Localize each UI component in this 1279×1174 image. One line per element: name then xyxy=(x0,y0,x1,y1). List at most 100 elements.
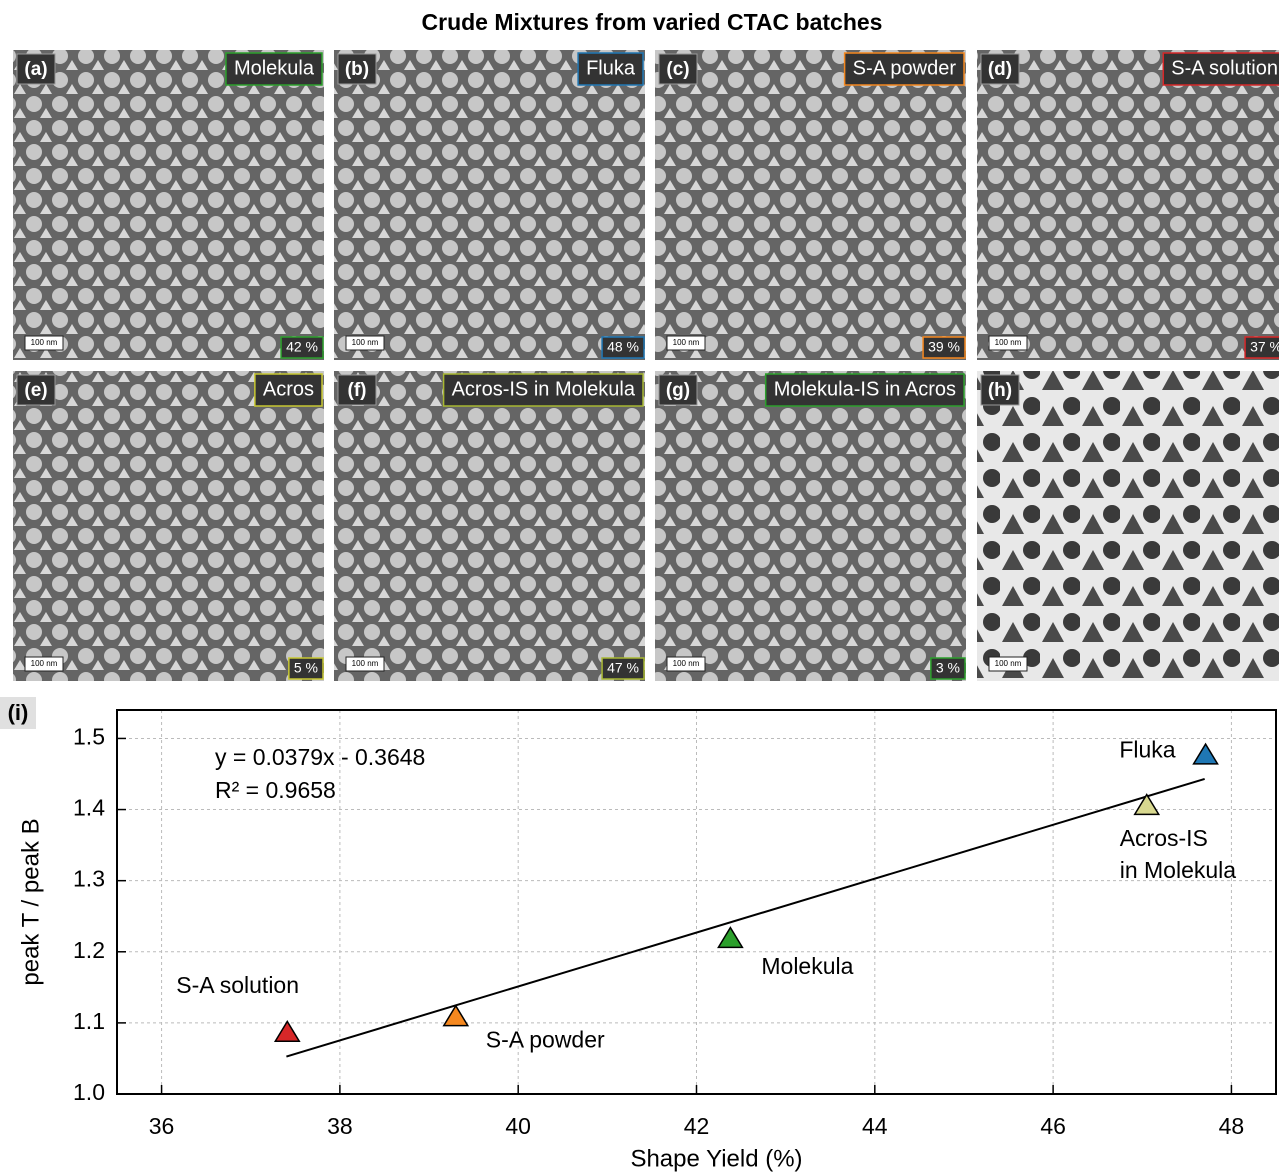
panel-label-box xyxy=(658,374,698,406)
point-label: Acros-IS xyxy=(1120,825,1208,851)
panel-label-box xyxy=(337,374,377,406)
image-panel: (c) S-A powder 100 nm 39 % xyxy=(655,50,966,360)
plot-frame xyxy=(116,709,1277,1095)
y-axis-title: peak T / peak B xyxy=(17,818,44,985)
scale-bar-box xyxy=(345,656,385,672)
scale-bar-box xyxy=(24,335,64,351)
panel-label: (c) xyxy=(666,59,689,80)
panel-label-box xyxy=(337,53,377,85)
panel-label-box xyxy=(16,374,56,406)
point-label: Fluka xyxy=(1119,737,1175,763)
scale-bar-label: 100 nm xyxy=(352,659,379,668)
scale-bar-box xyxy=(988,335,1028,351)
micrograph xyxy=(655,371,966,681)
data-point xyxy=(1133,793,1161,816)
shape-yield-box xyxy=(601,657,645,680)
sample-name: Acros xyxy=(263,378,314,400)
sample-name-box xyxy=(577,52,644,86)
panel-label: (f) xyxy=(348,380,367,401)
x-tick-label: 40 xyxy=(505,1113,531,1139)
shape-yield: 39 % xyxy=(928,339,960,355)
y-tick-label: 1.4 xyxy=(73,795,105,821)
x-tick-label: 42 xyxy=(684,1113,710,1139)
point-label: in Molekula xyxy=(1120,857,1237,883)
sample-name-box xyxy=(843,52,965,86)
data-point xyxy=(442,1004,470,1027)
scale-bar-label: 100 nm xyxy=(673,659,700,668)
sample-name: Fluka xyxy=(586,57,636,79)
sample-name: Acros-IS in Molekula xyxy=(452,378,636,400)
sample-name: S-A solution xyxy=(1171,57,1278,79)
point-label: S-A powder xyxy=(486,1026,605,1052)
shape-yield-box xyxy=(288,657,324,680)
scale-bar-label: 100 nm xyxy=(995,338,1022,347)
panel-label: (g) xyxy=(666,380,690,401)
micrograph xyxy=(977,50,1279,360)
shape-yield-box xyxy=(930,657,966,680)
sample-name: S-A powder xyxy=(853,57,957,79)
scale-bar-box xyxy=(666,335,706,351)
image-panel: (b) Fluka 100 nm 48 % xyxy=(334,50,645,360)
chart-label: (i) xyxy=(8,700,29,725)
sample-name-box xyxy=(764,373,965,407)
panel-label: (b) xyxy=(345,59,369,80)
data-point xyxy=(1192,742,1219,765)
panel-label: (e) xyxy=(24,380,47,401)
shape-yield: 3 % xyxy=(936,660,960,676)
shape-yield: 47 % xyxy=(607,660,639,676)
scale-bar-box xyxy=(988,656,1028,672)
data-point xyxy=(717,926,744,949)
sample-name-box xyxy=(1162,52,1279,86)
micrograph xyxy=(334,371,645,681)
fit-r2: R² = 0.9658 xyxy=(215,777,336,803)
chart: (i) 36 38 40 42 44 46 48 1.0 1.1 1.2 1.3 1.4 1.5 Shape… xyxy=(0,697,1277,1172)
x-tick-label: 36 xyxy=(149,1113,175,1139)
panel-label-box xyxy=(980,53,1020,85)
shape-yield-box xyxy=(601,336,645,359)
shape-yield: 37 % xyxy=(1250,339,1279,355)
y-tick-label: 1.3 xyxy=(73,866,105,892)
x-tick-label: 44 xyxy=(862,1113,888,1139)
sample-name: Molekula-IS in Acros xyxy=(774,378,956,400)
panel-label: (a) xyxy=(24,59,47,80)
fit-equation: y = 0.0379x - 0.3648 xyxy=(215,744,425,770)
sample-name-box xyxy=(442,373,644,407)
shape-yield-box xyxy=(922,336,966,359)
image-panel: (e) Acros 100 nm 5 % xyxy=(13,371,324,681)
image-panel: (a) Molekula 100 nm 42 % xyxy=(13,50,324,360)
x-axis-title: Shape Yield (%) xyxy=(630,1145,802,1172)
chart-label-box xyxy=(0,697,36,729)
image-panel: (f) Acros-IS in Molekula 100 nm 47 % xyxy=(334,371,645,681)
scale-bar-label: 100 nm xyxy=(673,338,700,347)
image-panel: (h) 100 nm xyxy=(977,371,1279,681)
y-tick-label: 1.2 xyxy=(73,937,105,963)
micrograph xyxy=(655,50,966,360)
image-panel: (g) Molekula-IS in Acros 100 nm 3 % xyxy=(655,371,966,681)
panel-label-box xyxy=(16,53,56,85)
shape-yield: 42 % xyxy=(286,339,318,355)
image-panel: (d) S-A solution 100 nm 37 % xyxy=(977,50,1279,360)
scale-bar-label: 100 nm xyxy=(31,659,58,668)
panel-label-box xyxy=(658,53,698,85)
scale-bar-label: 100 nm xyxy=(31,338,58,347)
y-tick-label: 1.1 xyxy=(73,1008,105,1034)
sample-name-box xyxy=(254,373,323,407)
shape-yield-box xyxy=(280,336,324,359)
shape-yield-box xyxy=(1244,336,1279,359)
panel-label: (d) xyxy=(988,59,1012,80)
micrograph xyxy=(977,371,1279,681)
data-point xyxy=(273,1019,301,1042)
fit-line xyxy=(286,777,1205,1058)
point-label: Molekula xyxy=(761,953,853,979)
y-tick-label: 1.5 xyxy=(73,724,105,750)
micrograph xyxy=(13,371,324,681)
micrograph xyxy=(13,50,324,360)
x-tick-label: 46 xyxy=(1040,1113,1066,1139)
shape-yield: 48 % xyxy=(607,339,639,355)
scale-bar-box xyxy=(345,335,385,351)
scale-bar-label: 100 nm xyxy=(995,659,1022,668)
sample-name-box xyxy=(225,52,323,86)
micrograph xyxy=(334,50,645,360)
